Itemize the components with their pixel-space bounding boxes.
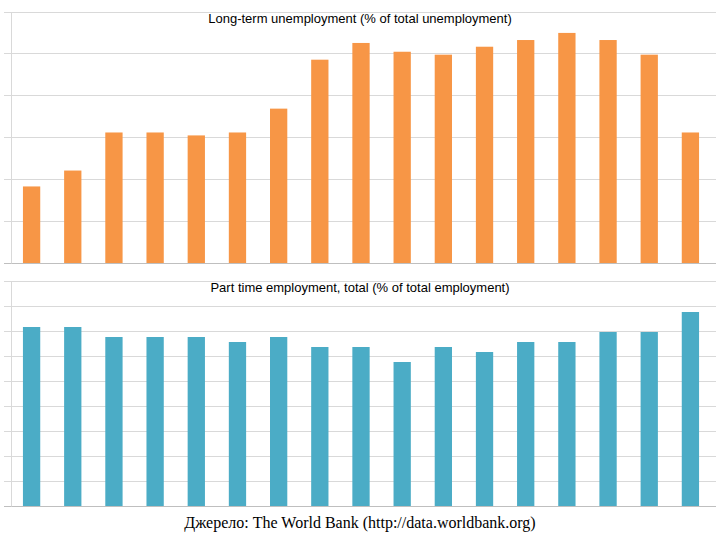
grid	[4, 281, 716, 506]
chart-panel: Long-term unemployment (% of total unemp…	[4, 11, 716, 264]
bar	[517, 40, 534, 263]
bar	[64, 171, 81, 263]
bar	[352, 43, 369, 263]
bar	[229, 132, 246, 263]
grid-line	[4, 331, 716, 332]
bar	[146, 132, 163, 263]
bar	[23, 186, 40, 263]
bar	[435, 55, 452, 263]
bar	[64, 327, 81, 506]
bar	[270, 109, 287, 263]
bar	[476, 352, 493, 506]
bar	[517, 342, 534, 506]
chart-title: Part time employment, total (% of total …	[210, 280, 509, 295]
grid	[4, 12, 716, 263]
axis-line	[11, 282, 12, 507]
y-axis	[11, 13, 13, 264]
bar	[641, 332, 658, 506]
bar	[105, 132, 122, 263]
chart-title: Long-term unemployment (% of total unemp…	[208, 11, 511, 26]
source-note: Джерело: The World Bank (http://data.wor…	[184, 514, 535, 532]
bar	[558, 342, 575, 506]
bar	[311, 347, 328, 506]
bar	[599, 40, 616, 263]
bar	[229, 342, 246, 506]
chart-canvas: Long-term unemployment (% of total unemp…	[0, 0, 720, 540]
bars	[23, 312, 699, 506]
bar	[394, 52, 411, 263]
bar	[682, 132, 699, 263]
bars	[23, 33, 699, 263]
bar	[311, 60, 328, 263]
bar	[105, 337, 122, 506]
chart-panel: Part time employment, total (% of total …	[4, 280, 716, 507]
bar	[682, 312, 699, 506]
axis-line	[11, 13, 12, 264]
bar	[23, 327, 40, 506]
bar	[188, 135, 205, 263]
bar	[641, 55, 658, 263]
bar	[188, 337, 205, 506]
bar	[558, 33, 575, 263]
bar	[270, 337, 287, 506]
bar	[599, 332, 616, 506]
bar	[352, 347, 369, 506]
bar	[476, 47, 493, 263]
bar	[146, 337, 163, 506]
grid-line	[4, 306, 716, 307]
bar	[394, 362, 411, 506]
y-axis	[11, 282, 13, 507]
bar	[435, 347, 452, 506]
